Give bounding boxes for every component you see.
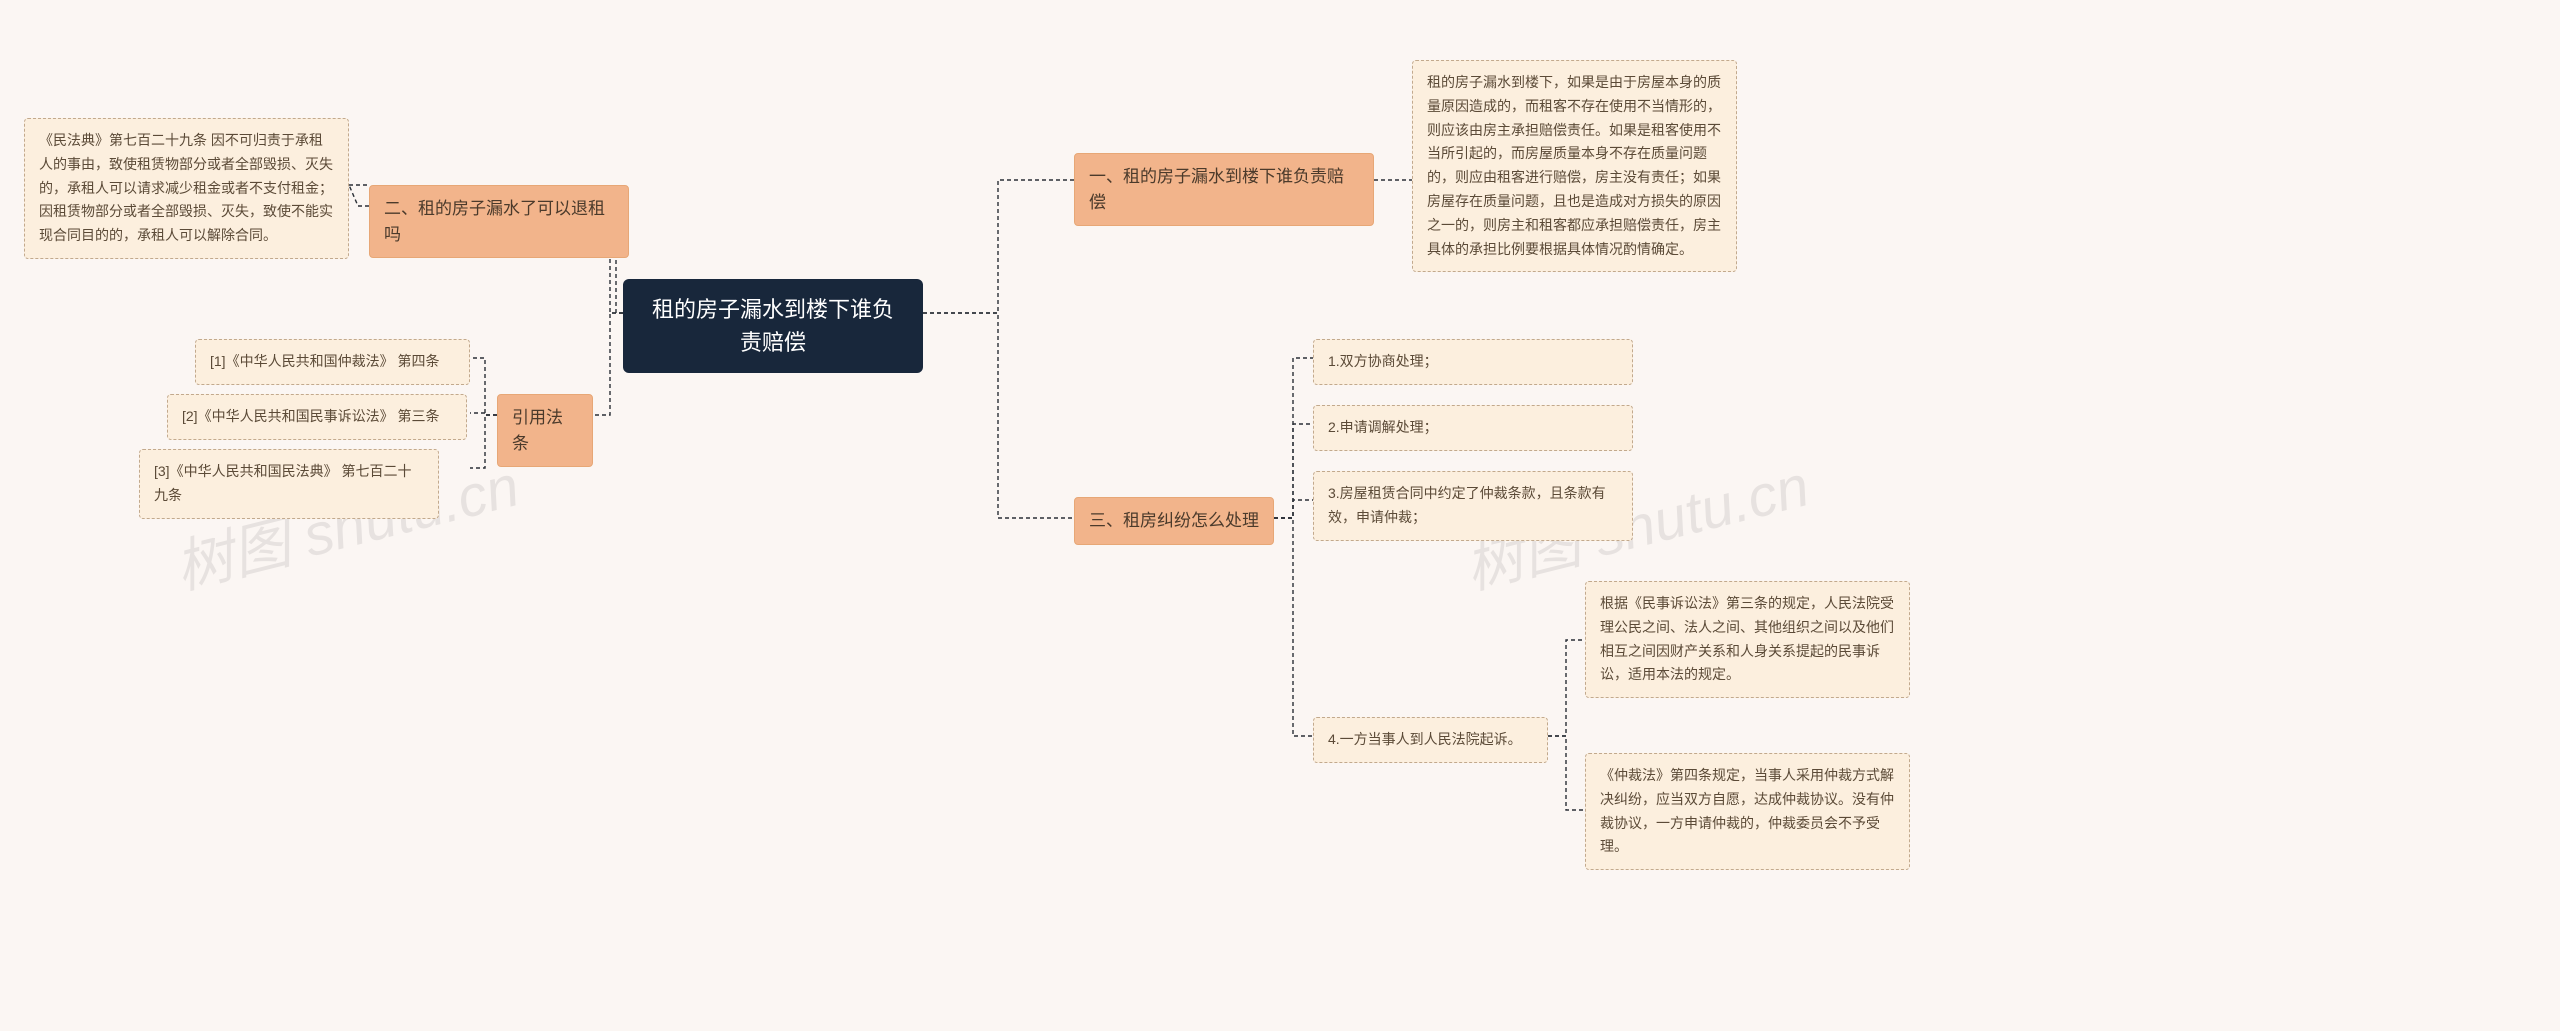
- leaf-l2-1: 《民法典》第七百二十九条 因不可归责于承租人的事由，致使租赁物部分或者全部毁损、…: [24, 118, 349, 259]
- branch-label: 二、租的房子漏水了可以退租吗: [384, 199, 605, 244]
- leaf-r1-1: 租的房子漏水到楼下，如果是由于房屋本身的质量原因造成的，而租客不存在使用不当情形…: [1412, 60, 1737, 272]
- leaf-cite-2: [2]《中华人民共和国民事诉讼法》 第三条: [167, 394, 467, 440]
- leaf-r3-4-c1: 根据《民事诉讼法》第三条的规定，人民法院受理公民之间、法人之间、其他组织之间以及…: [1585, 581, 1910, 698]
- leaf-r3-3: 3.房屋租赁合同中约定了仲裁条款，且条款有效，申请仲裁；: [1313, 471, 1633, 541]
- branch-right-1: 一、租的房子漏水到楼下谁负责赔偿: [1074, 153, 1374, 226]
- branch-left-2: 二、租的房子漏水了可以退租吗: [369, 185, 629, 258]
- leaf-text: 根据《民事诉讼法》第三条的规定，人民法院受理公民之间、法人之间、其他组织之间以及…: [1600, 595, 1894, 682]
- branch-label: 一、租的房子漏水到楼下谁负责赔偿: [1089, 167, 1344, 212]
- leaf-cite-1: [1]《中华人民共和国仲裁法》 第四条: [195, 339, 470, 385]
- center-label: 租的房子漏水到楼下谁负责赔偿: [652, 297, 894, 355]
- leaf-text: 4.一方当事人到人民法院起诉。: [1328, 731, 1522, 747]
- leaf-text: [2]《中华人民共和国民事诉讼法》 第三条: [182, 408, 439, 424]
- branch-label: 三、租房纠纷怎么处理: [1089, 511, 1259, 530]
- branch-right-3: 三、租房纠纷怎么处理: [1074, 497, 1274, 545]
- leaf-r3-4-c2: 《仲裁法》第四条规定，当事人采用仲裁方式解决纠纷，应当双方自愿，达成仲裁协议。没…: [1585, 753, 1910, 870]
- leaf-r3-4: 4.一方当事人到人民法院起诉。: [1313, 717, 1548, 763]
- branch-left-cite: 引用法条: [497, 394, 593, 467]
- leaf-text: [3]《中华人民共和国民法典》 第七百二十九条: [154, 463, 411, 503]
- leaf-cite-3: [3]《中华人民共和国民法典》 第七百二十九条: [139, 449, 439, 519]
- leaf-text: 1.双方协商处理；: [1328, 353, 1438, 369]
- leaf-r3-1: 1.双方协商处理；: [1313, 339, 1633, 385]
- center-node: 租的房子漏水到楼下谁负责赔偿: [623, 279, 923, 373]
- branch-label: 引用法条: [512, 408, 563, 453]
- leaf-text: 2.申请调解处理；: [1328, 419, 1438, 435]
- leaf-r3-2: 2.申请调解处理；: [1313, 405, 1633, 451]
- leaf-text: 租的房子漏水到楼下，如果是由于房屋本身的质量原因造成的，而租客不存在使用不当情形…: [1427, 74, 1721, 257]
- leaf-text: 3.房屋租赁合同中约定了仲裁条款，且条款有效，申请仲裁；: [1328, 485, 1606, 525]
- leaf-text: [1]《中华人民共和国仲裁法》 第四条: [210, 353, 439, 369]
- leaf-text: 《民法典》第七百二十九条 因不可归责于承租人的事由，致使租赁物部分或者全部毁损、…: [39, 132, 333, 243]
- leaf-text: 《仲裁法》第四条规定，当事人采用仲裁方式解决纠纷，应当双方自愿，达成仲裁协议。没…: [1600, 767, 1894, 854]
